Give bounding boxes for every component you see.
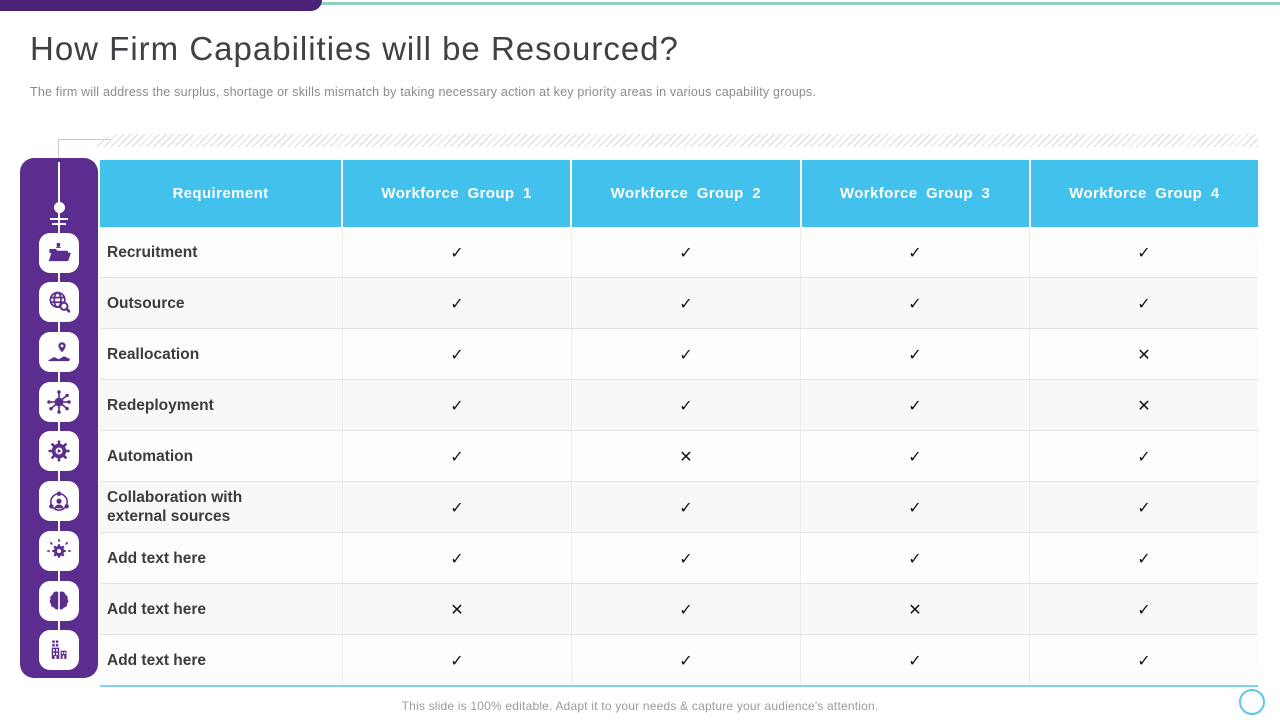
table-header-row: Requirement Workforce Group 1 Workforce Gr…: [100, 160, 1258, 227]
check-mark: ✓: [572, 278, 801, 328]
row-label: Collaboration with external sources: [100, 482, 343, 532]
table-row: Outsource ✓ ✓ ✓ ✓: [100, 278, 1258, 329]
check-mark: ✓: [1137, 599, 1151, 619]
check-mark: ✓: [1137, 446, 1151, 466]
table-row: Automation ✓ ✕ ✓ ✓: [100, 431, 1258, 482]
gear-arrows-icon: [39, 531, 79, 571]
cross-mark: ✕: [1137, 395, 1151, 415]
connector-line-horizontal: [58, 139, 110, 140]
check-mark: ✓: [801, 635, 1030, 685]
cross-mark: ✕: [572, 431, 801, 481]
check-mark: ✓: [572, 584, 801, 634]
check-mark: ✓: [572, 380, 801, 430]
network-hub-icon: [39, 382, 79, 422]
cross-mark: ✕: [343, 584, 572, 634]
check-mark: ✓: [343, 533, 572, 583]
connector-line-vertical: [58, 139, 59, 159]
row-label[interactable]: Add text here: [100, 635, 343, 685]
table-body: Recruitment ✓ ✓ ✓ ✓ Outsource ✓ ✓ ✓ ✓ Reallocation…: [100, 227, 1258, 687]
column-header-group-4: Workforce Group 4: [1030, 160, 1258, 227]
check-mark: ✓: [343, 329, 572, 379]
table-row: Add text here ✓ ✓ ✓ ✓: [100, 533, 1258, 584]
check-mark: ✓: [801, 227, 1030, 277]
row-label: Redeployment: [100, 380, 343, 430]
check-mark: ✓: [801, 431, 1030, 481]
check-mark: ✓: [572, 533, 801, 583]
check-mark: ✓: [801, 380, 1030, 430]
row-label[interactable]: Add text here: [100, 533, 343, 583]
check-mark: ✓: [1137, 650, 1151, 670]
row-label: Recruitment: [100, 227, 343, 277]
top-purple-bar: [0, 0, 322, 11]
check-mark: ✓: [801, 482, 1030, 532]
check-mark: ✓: [572, 482, 801, 532]
table-row: Add text here ✕ ✓ ✕ ✓: [100, 584, 1258, 635]
check-mark: ✓: [1137, 548, 1151, 568]
page-title: How Firm Capabilities will be Resourced?: [30, 30, 679, 67]
page-subtitle: The firm will address the surplus, short…: [30, 85, 817, 99]
check-mark: ✓: [1137, 293, 1151, 313]
row-label: Reallocation: [100, 329, 343, 379]
row-label: Automation: [100, 431, 343, 481]
footer-note: This slide is 100% editable. Adapt it to…: [401, 699, 879, 713]
map-pin-icon: [39, 332, 79, 372]
gear-play-icon: [39, 431, 79, 471]
person-network-icon: [39, 481, 79, 521]
column-header-group-2: Workforce Group 2: [572, 160, 802, 227]
corner-circle-decoration: [1239, 689, 1265, 715]
check-mark: ✓: [801, 278, 1030, 328]
check-mark: ✓: [343, 635, 572, 685]
check-mark: ✓: [801, 533, 1030, 583]
resourcing-table: Requirement Workforce Group 1 Workforce Gr…: [100, 160, 1258, 687]
column-header-group-3: Workforce Group 3: [801, 160, 1031, 227]
check-mark: ✓: [343, 380, 572, 430]
cross-mark: ✕: [1137, 344, 1151, 364]
column-header-group-1: Workforce Group 1: [343, 160, 573, 227]
row-label: Outsource: [100, 278, 343, 328]
brain-icon: [39, 581, 79, 621]
icon-sidebar: [20, 158, 98, 678]
check-mark: ✓: [1137, 497, 1151, 517]
top-accent-line: [316, 2, 1280, 5]
table-row: Add text here ✓ ✓ ✓ ✓: [100, 635, 1258, 685]
folder-icon: [39, 233, 79, 273]
table-row: Collaboration with external sources ✓ ✓ ✓ ✓: [100, 482, 1258, 533]
check-mark: ✓: [343, 431, 572, 481]
check-mark: ✓: [572, 329, 801, 379]
table-row: Reallocation ✓ ✓ ✓ ✕: [100, 329, 1258, 380]
plumb-bar-top: [50, 218, 68, 220]
cross-mark: ✕: [801, 584, 1030, 634]
hatch-pattern-strip: [95, 134, 1258, 147]
table-row: Recruitment ✓ ✓ ✓ ✓: [100, 227, 1258, 278]
check-mark: ✓: [343, 482, 572, 532]
column-header-requirement: Requirement: [100, 160, 343, 227]
building-icon: [39, 630, 79, 670]
check-mark: ✓: [572, 227, 801, 277]
check-mark: ✓: [343, 278, 572, 328]
plumb-bar-bottom: [52, 223, 66, 225]
row-label[interactable]: Add text here: [100, 584, 343, 634]
check-mark: ✓: [801, 329, 1030, 379]
table-row: Redeployment ✓ ✓ ✓ ✕: [100, 380, 1258, 431]
globe-search-icon: [39, 282, 79, 322]
plumb-dot: [53, 202, 65, 213]
check-mark: ✓: [343, 227, 572, 277]
check-mark: ✓: [572, 635, 801, 685]
check-mark: ✓: [1137, 242, 1151, 262]
